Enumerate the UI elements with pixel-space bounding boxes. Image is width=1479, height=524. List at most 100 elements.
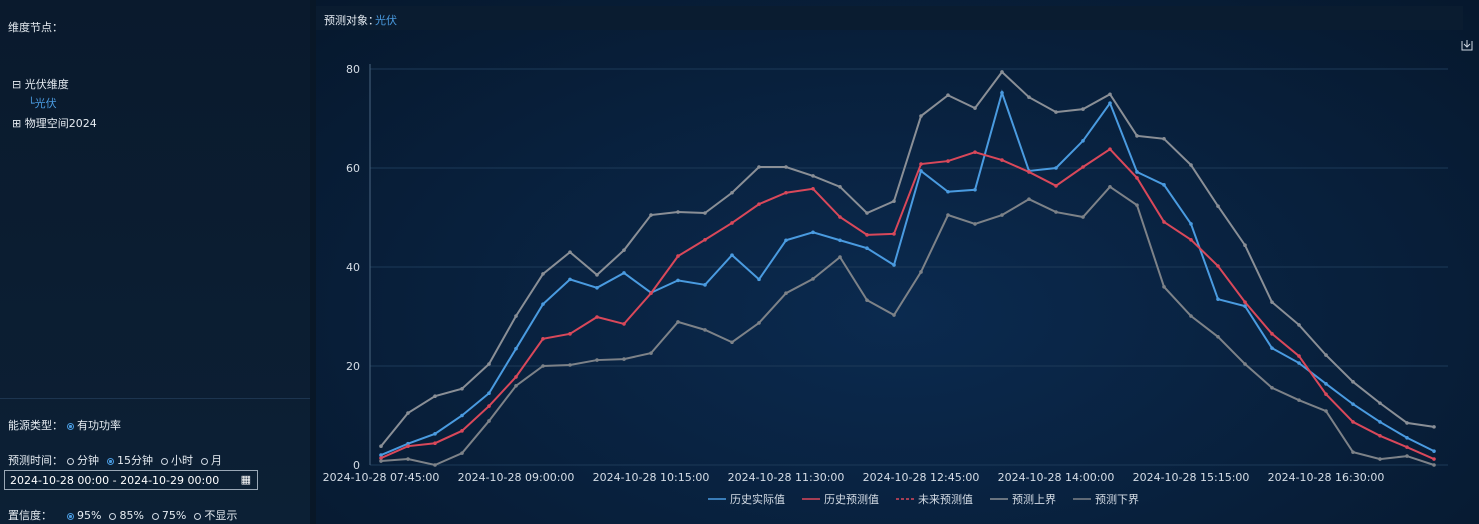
point — [811, 230, 815, 235]
radio-text: 分钟 — [77, 454, 99, 467]
point — [487, 362, 491, 366]
point — [703, 237, 707, 242]
point — [487, 404, 491, 408]
radio-dot — [107, 458, 114, 465]
radio-option[interactable]: 不显示 — [194, 507, 237, 523]
point — [1216, 334, 1220, 339]
radio-text: 有功功率 — [77, 419, 121, 432]
point — [1297, 354, 1301, 358]
point — [703, 328, 707, 332]
point — [406, 441, 410, 446]
tree-label: 光伏 — [34, 97, 57, 110]
point — [757, 321, 761, 325]
point — [433, 394, 437, 398]
point — [676, 278, 680, 283]
point — [703, 211, 707, 215]
download-icon[interactable] — [1461, 40, 1473, 51]
point — [946, 213, 950, 217]
radio-text: 75% — [161, 509, 187, 522]
radio-option[interactable]: 小时 — [161, 452, 193, 468]
radio-text: 95% — [77, 509, 102, 522]
point — [811, 277, 815, 281]
point — [1027, 95, 1031, 100]
point — [379, 453, 383, 457]
radio-dot — [151, 513, 159, 520]
radio-group: 分钟 15分钟 小时 月 — [67, 452, 230, 468]
point — [1243, 304, 1247, 308]
tree-node[interactable]: ⊟ 光伏维度 — [12, 78, 69, 91]
point — [1081, 107, 1085, 111]
header: 预测对象： 光伏 — [316, 6, 1463, 30]
radio-option[interactable]: 75% — [151, 509, 187, 522]
point — [541, 302, 545, 306]
point — [1162, 285, 1166, 289]
point — [1324, 409, 1328, 413]
tree-leaf[interactable]: └光伏 — [28, 97, 57, 110]
point — [541, 364, 545, 368]
point — [1270, 346, 1274, 350]
point — [568, 332, 572, 336]
point — [1270, 300, 1274, 304]
radio-option[interactable]: 15分钟 — [107, 452, 153, 468]
legend-label[interactable]: 预测上界 — [1012, 493, 1056, 506]
point — [1432, 463, 1436, 467]
point — [1081, 165, 1085, 169]
point — [730, 340, 734, 345]
point — [1054, 184, 1058, 188]
radio-dot — [161, 458, 168, 465]
point — [1432, 457, 1436, 461]
point — [1432, 449, 1436, 453]
point — [865, 246, 869, 250]
x-tick-label: 2024-10-28 11:30:00 — [728, 471, 845, 484]
y-tick-label: 80 — [346, 63, 360, 76]
point — [1297, 398, 1301, 402]
point — [1189, 314, 1193, 318]
radio-text: 小时 — [171, 454, 193, 467]
field-label: 能源类型： — [8, 419, 63, 432]
point — [1027, 197, 1031, 201]
point — [946, 159, 950, 163]
point — [514, 375, 518, 379]
point — [676, 320, 680, 324]
point — [784, 165, 788, 169]
point — [973, 150, 977, 154]
radio-option[interactable]: 有功功率 — [67, 417, 121, 433]
radio-group: 有功功率 — [67, 417, 129, 433]
point — [730, 221, 734, 225]
point — [838, 238, 842, 243]
legend-label[interactable]: 历史实际值 — [730, 492, 785, 506]
radio-option[interactable]: 分钟 — [67, 452, 99, 468]
point — [784, 291, 788, 296]
point — [1216, 264, 1220, 268]
radio-dot — [67, 458, 74, 465]
date-range[interactable]: 2024-10-28 00:00 - 2024-10-29 00:00 ▦ — [4, 470, 258, 490]
point — [379, 459, 383, 463]
point — [973, 187, 977, 192]
point — [568, 250, 572, 254]
point — [487, 391, 491, 396]
radio-text: 不显示 — [204, 509, 238, 522]
legend-label[interactable]: 未来预测值 — [918, 493, 973, 506]
point — [622, 322, 626, 326]
point — [406, 411, 410, 415]
legend-label[interactable]: 预测下界 — [1095, 493, 1139, 506]
point — [406, 444, 410, 448]
radio-dot — [201, 458, 208, 465]
point — [811, 174, 815, 178]
tree-node[interactable]: ⊞ 物理空间2024 — [12, 117, 97, 130]
point — [1000, 213, 1004, 217]
point — [1270, 332, 1274, 336]
point — [1135, 170, 1139, 174]
field-label: 置信度： — [8, 509, 52, 522]
radio-option[interactable]: 月 — [201, 452, 222, 468]
radio-option[interactable]: 95% — [67, 509, 101, 522]
point — [1216, 204, 1220, 208]
point — [1054, 110, 1058, 114]
point — [1081, 215, 1085, 219]
radio-option[interactable]: 85% — [109, 509, 144, 522]
legend-label[interactable]: 历史预测值 — [824, 493, 879, 506]
point — [865, 211, 869, 215]
point — [946, 189, 950, 194]
point — [784, 238, 788, 243]
